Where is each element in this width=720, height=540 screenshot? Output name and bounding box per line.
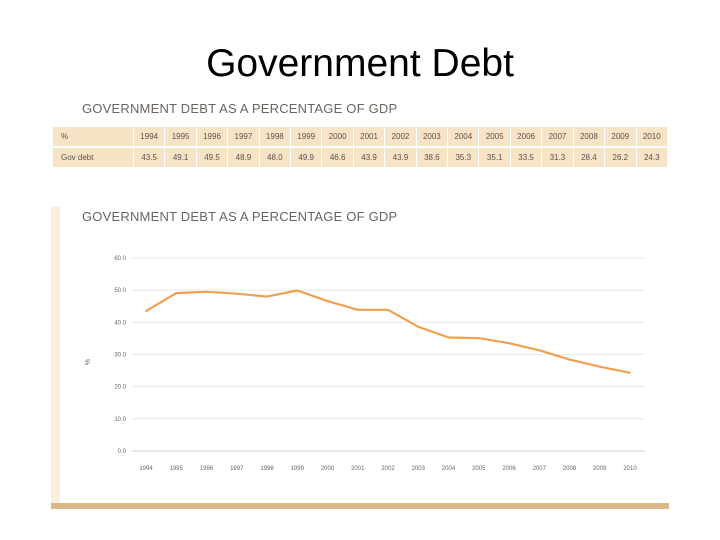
x-tick-label: 2006 [502, 466, 516, 472]
debt-table: % 1994 1995 1996 1997 1998 1999 2000 200… [52, 125, 668, 169]
y-axis-label: % [85, 359, 92, 365]
table-cell: 2004 [448, 127, 479, 146]
data-point [356, 308, 359, 311]
table-cell: 35.1 [479, 148, 510, 167]
table-cell: 46.6 [322, 148, 353, 167]
chart-title: GOVERNMENT DEBT AS A PERCENTAGE OF GDP [82, 209, 398, 224]
data-point [326, 300, 329, 303]
table-header-row: % 1994 1995 1996 1997 1998 1999 2000 200… [53, 127, 667, 146]
table-cell: 38.6 [416, 148, 448, 167]
table-cell: 43.5 [134, 148, 165, 167]
table-cell: 48.0 [259, 148, 291, 167]
x-tick-label: 2008 [563, 466, 577, 472]
x-tick-label: 2004 [442, 466, 456, 472]
data-point [145, 310, 147, 312]
y-tick-label: 30.0 [114, 353, 126, 359]
x-tick-label: 1994 [139, 466, 153, 472]
table-cell: 2008 [573, 127, 605, 146]
table-cell: 2010 [636, 127, 667, 146]
x-tick-label: 2003 [412, 466, 426, 472]
x-tick-label: 1999 [291, 466, 305, 472]
table-cell: 31.3 [542, 148, 573, 167]
y-tick-label: 40.0 [114, 320, 126, 326]
table-cell: 49.5 [196, 148, 228, 167]
table-data-row: Gov debt 43.5 49.1 49.5 48.9 48.0 49.9 4… [53, 148, 667, 167]
x-tick-label: 2000 [321, 466, 335, 472]
table-cell: 26.2 [605, 148, 636, 167]
table-cell: 1997 [228, 127, 259, 146]
table-cell: 1995 [165, 127, 196, 146]
table-cell: 43.9 [353, 148, 385, 167]
y-tick-label: 20.0 [114, 385, 126, 391]
table-cell: Gov debt [53, 148, 133, 167]
data-point [568, 358, 571, 361]
x-axis-ticks: 1994 1995 1996 1997 1998 1999 2000 2001 2002 2003… [139, 466, 637, 472]
series-line [145, 289, 631, 374]
table-cell: 1998 [259, 127, 291, 146]
table-cell: 24.3 [636, 148, 667, 167]
slide-title: Government Debt [206, 42, 514, 85]
table-cell: 1999 [291, 127, 322, 146]
x-tick-label: 2001 [351, 466, 365, 472]
x-tick-label: 2010 [623, 466, 637, 472]
table-cell: 49.9 [291, 148, 322, 167]
y-tick-label: 60.0 [114, 256, 126, 262]
table-cell: 2009 [605, 127, 636, 146]
chart-bottom-accent [51, 503, 669, 509]
table-cell: 1994 [134, 127, 165, 146]
x-tick-label: 1996 [200, 466, 214, 472]
data-point [296, 289, 299, 292]
data-point [598, 365, 601, 368]
data-point [266, 295, 268, 298]
table-cell: 1996 [196, 127, 228, 146]
table-cell: 48.9 [228, 148, 259, 167]
data-point [175, 292, 178, 294]
table-heading: GOVERNMENT DEBT AS A PERCENTAGE OF GDP [82, 101, 398, 116]
data-point [205, 290, 208, 293]
x-tick-label: 1997 [230, 466, 244, 472]
y-tick-label: 10.0 [114, 417, 126, 423]
table-cell: 2006 [510, 127, 542, 146]
table-cell: 2003 [416, 127, 448, 146]
data-point [629, 371, 631, 374]
data-point [447, 336, 450, 339]
table-cell: 2002 [385, 127, 416, 146]
y-tick-label: 50.0 [114, 288, 126, 294]
chart-left-accent [51, 207, 60, 509]
x-tick-label: 2005 [472, 466, 486, 472]
chart-series [145, 289, 631, 374]
chart-grid [132, 257, 645, 452]
data-point [508, 342, 510, 345]
table-cell: 2005 [479, 127, 510, 146]
table-cell: 49.1 [165, 148, 196, 167]
table-cell: 28.4 [573, 148, 605, 167]
x-tick-label: 2009 [593, 466, 607, 472]
table-cell: 2001 [353, 127, 385, 146]
data-point [387, 308, 389, 311]
table-cell: 35.3 [448, 148, 479, 167]
x-tick-label: 2002 [381, 466, 395, 472]
data-point [477, 337, 480, 339]
table-cell: 33.5 [510, 148, 542, 167]
x-tick-label: 2007 [533, 466, 547, 472]
table-cell: 43.9 [385, 148, 416, 167]
data-point [538, 349, 541, 352]
y-tick-label: 0.0 [118, 449, 127, 455]
x-tick-label: 1998 [260, 466, 274, 472]
y-axis-ticks: 0.0 10.0 20.0 30.0 40.0 50.0 60.0 [114, 256, 126, 455]
data-point [417, 325, 420, 328]
table-cell: 2007 [542, 127, 573, 146]
data-point [235, 292, 238, 295]
x-tick-label: 1995 [170, 466, 184, 472]
table-cell: % [53, 127, 133, 146]
table-cell: 2000 [322, 127, 353, 146]
